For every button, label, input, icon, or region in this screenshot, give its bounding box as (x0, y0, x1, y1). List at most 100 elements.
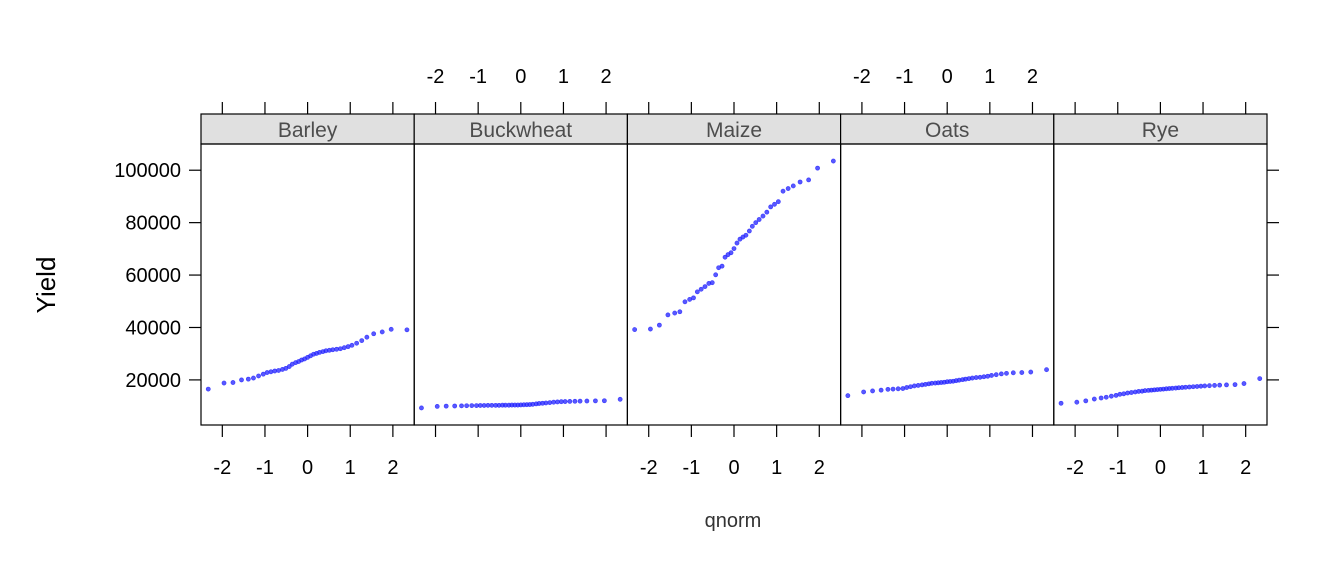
data-point (1224, 382, 1229, 388)
data-point (815, 165, 820, 171)
data-point (464, 403, 470, 409)
data-point (617, 396, 623, 402)
panel-buckwheat: Buckwheat -2 -1 0 1 2 (413, 66, 629, 437)
data-point (904, 385, 910, 390)
data-point (359, 338, 365, 343)
data-point (691, 295, 696, 301)
data-point (908, 384, 913, 390)
data-point (1217, 382, 1223, 388)
panels-layer: Barley -2 -1 0 1 2 Buckwheat -2 -1 0 1 2 Maize -2 -1 0 1… (200, 66, 1268, 479)
data-point (861, 389, 867, 395)
data-point (543, 400, 549, 406)
data-point (890, 386, 896, 392)
data-point (682, 299, 688, 305)
data-point (1083, 398, 1089, 404)
y-axis-title: Yield (31, 257, 61, 314)
data-point (830, 158, 836, 164)
data-point (756, 217, 762, 222)
panel-strip-label: Barley (278, 119, 338, 142)
panel-maize: Maize -2 -1 0 1 2 (626, 102, 842, 479)
data-point (1103, 394, 1109, 400)
data-point (562, 399, 568, 404)
data-point (878, 387, 884, 393)
data-point (985, 373, 991, 379)
panel-frame (413, 143, 629, 426)
data-point (1113, 392, 1119, 398)
data-point (1058, 400, 1064, 406)
data-point (434, 403, 440, 409)
data-point (593, 398, 598, 404)
x-tick-label: -1 (682, 457, 700, 479)
data-point (785, 186, 791, 191)
data-point (379, 329, 385, 335)
data-point (334, 346, 339, 352)
data-point (341, 345, 347, 351)
data-point (672, 310, 678, 316)
data-point (911, 383, 917, 389)
x-tick-label: -2 (853, 66, 871, 88)
x-tick-label: -1 (469, 66, 487, 88)
data-point (768, 204, 774, 210)
data-point (746, 228, 752, 234)
panel-points (1058, 376, 1263, 406)
data-point (702, 284, 708, 289)
data-point (719, 263, 725, 269)
data-point (205, 386, 211, 392)
data-point (1098, 395, 1104, 401)
data-point (734, 240, 740, 246)
data-point (371, 331, 377, 337)
y-axis-left: 20000 40000 60000 80000 100000 (114, 160, 201, 392)
data-point (797, 179, 803, 185)
data-point (419, 405, 424, 411)
data-point (753, 220, 759, 226)
panel-frame (626, 143, 842, 426)
x-tick-label: 0 (302, 457, 313, 479)
data-point (969, 375, 975, 381)
x-tick-label: -1 (896, 66, 914, 88)
panel-strip-label: Rye (1142, 119, 1179, 142)
data-point (713, 272, 719, 278)
data-point (656, 322, 662, 328)
x-tick-label: -2 (427, 66, 445, 88)
data-point (806, 177, 812, 183)
x-tick-label: -1 (256, 457, 274, 479)
data-point (577, 398, 583, 404)
data-point (993, 372, 999, 378)
data-point (648, 326, 653, 332)
panel-points (419, 396, 623, 411)
data-point (981, 374, 987, 380)
x-tick-label: 1 (345, 457, 356, 479)
data-point (601, 398, 607, 404)
x-tick-label: 1 (1197, 457, 1208, 479)
data-point (459, 403, 464, 409)
x-tick-label: -2 (640, 457, 658, 479)
x-tick-label: 0 (1155, 457, 1166, 479)
panel-points (632, 158, 836, 332)
data-point (1028, 369, 1034, 375)
data-point (895, 386, 901, 392)
data-point (743, 232, 749, 238)
data-point (245, 376, 251, 382)
data-point (567, 399, 573, 404)
data-point (256, 373, 261, 379)
panel-strip (200, 113, 415, 145)
data-point (230, 380, 236, 385)
x-tick-label: 2 (1240, 457, 1251, 479)
data-point (1129, 390, 1134, 395)
panel-points (205, 326, 410, 392)
data-point (1019, 370, 1025, 375)
data-point (364, 334, 370, 340)
x-tick-label: 1 (984, 66, 995, 88)
x-tick-label: 0 (515, 66, 526, 88)
data-point (388, 326, 394, 332)
data-point (1108, 393, 1114, 399)
y-tick-label: 100000 (114, 160, 181, 182)
data-point (1091, 396, 1097, 402)
data-point (998, 371, 1004, 377)
data-point (665, 312, 671, 318)
data-point (977, 374, 983, 380)
data-point (731, 246, 737, 251)
data-point (268, 369, 274, 375)
data-point (845, 393, 851, 399)
